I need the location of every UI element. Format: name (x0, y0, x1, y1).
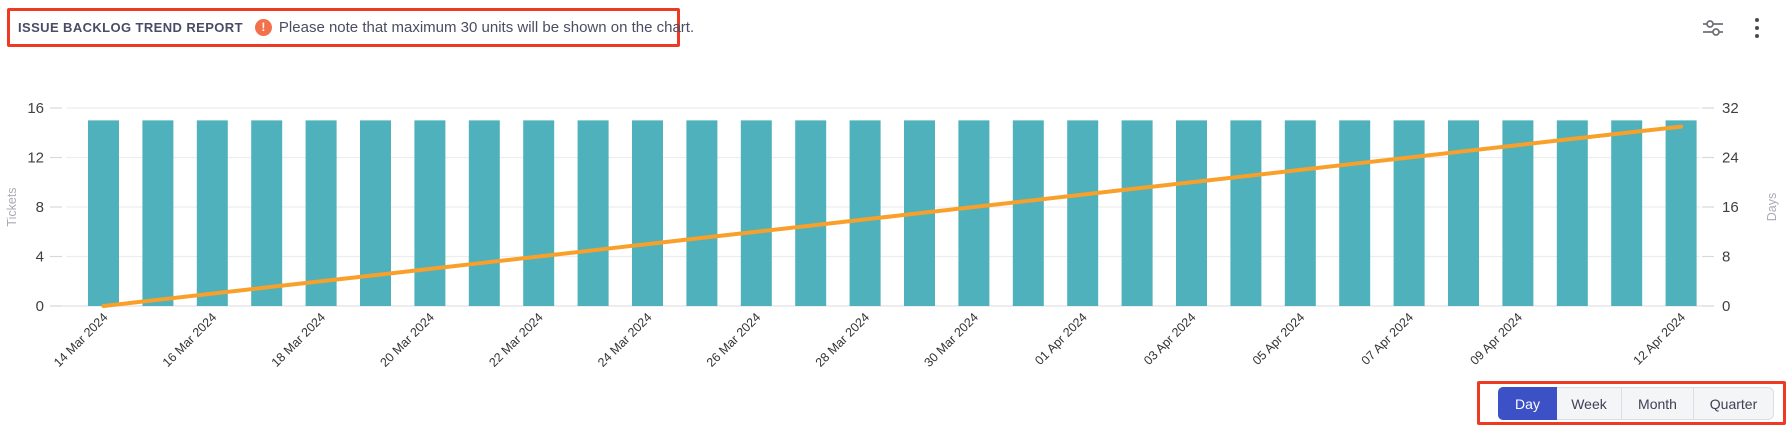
y-axis-right-tick-label: 32 (1722, 100, 1739, 117)
x-axis-tick-label: 14 Mar 2024 (51, 310, 111, 370)
y-axis-left-tick-label: 8 (36, 199, 44, 216)
interval-button-day[interactable]: Day (1498, 387, 1557, 420)
bar[interactable] (1230, 120, 1262, 306)
bar[interactable] (523, 120, 555, 306)
bar[interactable] (795, 120, 827, 306)
bar[interactable] (196, 120, 228, 306)
bar[interactable] (1012, 120, 1044, 306)
bar[interactable] (958, 120, 990, 306)
bar[interactable] (251, 120, 283, 306)
x-axis-tick-label: 26 Mar 2024 (704, 310, 764, 370)
bar[interactable] (1176, 120, 1207, 306)
alert-circle-icon: ! (254, 18, 272, 36)
y-axis-right-title: Days (1765, 193, 1779, 221)
x-axis-tick-label: 16 Mar 2024 (160, 310, 220, 370)
interval-button-month[interactable]: Month (1621, 387, 1694, 420)
bar[interactable] (740, 120, 772, 306)
bar[interactable] (1121, 120, 1153, 306)
bar[interactable] (849, 120, 881, 306)
interval-selector: Day Week Month Quarter (1498, 387, 1774, 420)
bar[interactable] (88, 120, 119, 306)
y-axis-right-tick-label: 0 (1722, 298, 1730, 315)
x-axis-tick-label: 12 Apr 2024 (1631, 310, 1689, 368)
y-axis-left-tick-label: 12 (27, 150, 44, 167)
x-axis-tick-label: 24 Mar 2024 (595, 310, 655, 370)
report-header: ISSUE BACKLOG TREND REPORT ! Please note… (18, 13, 694, 41)
y-axis-left-tick-label: 16 (27, 100, 44, 117)
x-axis-tick-label: 01 Apr 2024 (1032, 310, 1090, 368)
y-axis-left-tick-label: 0 (36, 298, 44, 315)
y-axis-right-tick-label: 16 (1722, 199, 1739, 216)
bar[interactable] (1393, 120, 1425, 306)
y-axis-right-tick-label: 8 (1722, 249, 1730, 266)
bar[interactable] (1067, 120, 1099, 306)
bar[interactable] (414, 120, 446, 306)
bar[interactable] (577, 120, 609, 306)
bar[interactable] (142, 120, 174, 306)
interval-button-quarter[interactable]: Quarter (1693, 387, 1774, 420)
chart-note: ! Please note that maximum 30 units will… (254, 18, 695, 36)
bar[interactable] (686, 120, 718, 306)
y-axis-left-tick-label: 4 (36, 249, 44, 266)
x-axis-tick-label: 03 Apr 2024 (1141, 310, 1199, 368)
y-axis-left-title: Tickets (5, 187, 19, 226)
bar[interactable] (305, 120, 337, 306)
y-axis-right-tick-label: 24 (1722, 150, 1739, 167)
trend-line (101, 124, 1684, 308)
bar[interactable] (632, 120, 663, 306)
bar[interactable] (1611, 120, 1643, 306)
chart-toolbar (1700, 14, 1770, 42)
x-axis-tick-label: 30 Mar 2024 (921, 310, 981, 370)
x-axis-tick-label: 22 Mar 2024 (486, 310, 546, 370)
x-axis-tick-label: 05 Apr 2024 (1250, 310, 1308, 368)
bar[interactable] (1665, 120, 1697, 306)
bar[interactable] (1284, 120, 1316, 306)
x-axis-tick-label: 20 Mar 2024 (377, 310, 437, 370)
kebab-menu-icon[interactable] (1744, 14, 1770, 42)
bar[interactable] (1556, 120, 1588, 306)
bar[interactable] (1339, 120, 1371, 306)
chart-note-text: Please note that maximum 30 units will b… (278, 18, 695, 36)
kebab-icon-glyph (1755, 18, 1759, 38)
interval-button-week[interactable]: Week (1556, 387, 1622, 420)
x-axis-tick-label: 09 Apr 2024 (1467, 310, 1525, 368)
sliders-icon-glyph (1703, 20, 1723, 36)
bar[interactable] (468, 120, 500, 306)
page-title: ISSUE BACKLOG TREND REPORT (18, 19, 243, 35)
filter-sliders-icon[interactable] (1700, 14, 1726, 42)
x-axis-tick-label: 07 Apr 2024 (1359, 310, 1417, 368)
bar[interactable] (1502, 120, 1534, 306)
x-axis-tick-label: 18 Mar 2024 (269, 310, 329, 370)
x-axis-tick-label: 28 Mar 2024 (813, 310, 873, 370)
